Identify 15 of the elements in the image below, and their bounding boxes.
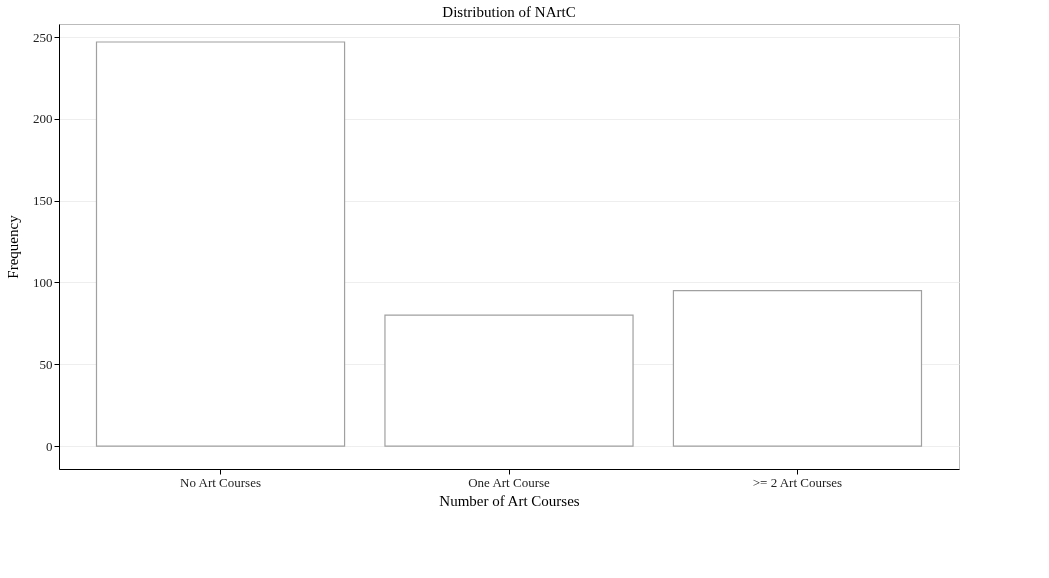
bar — [95, 41, 346, 447]
y-tick-label: 150 — [33, 193, 53, 209]
y-tick-label: 0 — [46, 438, 53, 454]
y-tick-label: 50 — [39, 356, 53, 372]
y-axis-title: Frequency — [5, 214, 21, 279]
x-tick-label: >= 2 Art Courses — [752, 474, 843, 490]
y-tick-label: 100 — [33, 274, 53, 290]
y-tick-label: 200 — [33, 111, 53, 127]
bar — [672, 290, 923, 447]
y-tick-label: 250 — [33, 29, 53, 45]
bar — [384, 314, 634, 447]
x-tick-label: One Art Course — [468, 474, 551, 490]
x-axis-title: Number of Art Courses — [439, 492, 580, 509]
chart-title: Distribution of NArtC — [442, 4, 576, 20]
x-tick-label: No Art Courses — [180, 474, 261, 490]
